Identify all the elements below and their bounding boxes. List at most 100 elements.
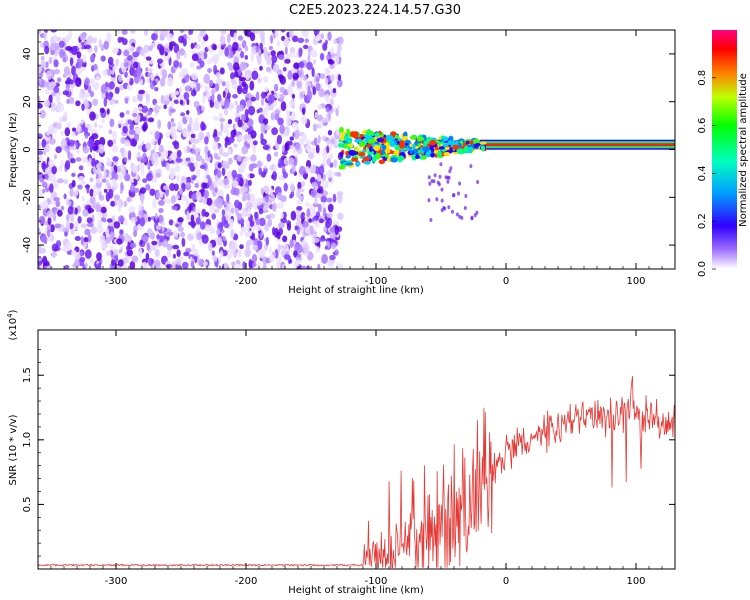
noise-cell (274, 30, 279, 38)
noise-cell (132, 51, 140, 58)
noise-cell (179, 188, 184, 196)
noise-cell (263, 185, 270, 194)
noise-cell (84, 228, 91, 236)
noise-cell (162, 30, 169, 36)
noise-cell (122, 125, 128, 134)
noise-cell (126, 55, 133, 61)
noise-cell (260, 171, 267, 178)
noise-cell (252, 140, 258, 146)
noise-cell (194, 147, 201, 153)
noise-cell (46, 265, 54, 269)
noise-cell (253, 202, 258, 210)
noise-cell (186, 146, 191, 153)
noise-cell (127, 235, 132, 243)
noise-cell (177, 226, 184, 232)
signal-tail (476, 180, 480, 184)
noise-cell (258, 249, 266, 259)
signal-tail (440, 187, 444, 192)
noise-cell (242, 261, 246, 269)
bottom-x-tick-label: 0 (503, 576, 509, 587)
noise-cell (281, 144, 285, 153)
noise-cell (157, 119, 162, 129)
noise-cell (272, 171, 277, 181)
bottom-x-axis-label: Height of straight line (km) (288, 585, 424, 596)
noise-cell (142, 125, 147, 132)
noise-cell (51, 165, 57, 175)
noise-cell (71, 45, 78, 56)
noise-cell (133, 230, 138, 238)
noise-cell (268, 94, 275, 104)
noise-cell (309, 165, 315, 174)
noise-cell (67, 79, 74, 85)
noise-cell (89, 177, 94, 182)
noise-cell (282, 67, 287, 72)
noise-cell (286, 110, 291, 116)
noise-cell (231, 169, 237, 179)
noise-cell (280, 30, 286, 33)
bottom-y-tick-label: 0.5 (22, 496, 33, 512)
noise-cell (232, 180, 239, 188)
noise-cell (169, 43, 173, 51)
noise-cell (176, 173, 180, 184)
noise-cell (225, 80, 230, 90)
noise-cell (65, 160, 71, 170)
noise-cell (213, 208, 220, 213)
noise-cell (228, 157, 233, 165)
noise-cell (201, 208, 207, 217)
noise-cell (246, 173, 250, 179)
noise-cell (257, 160, 262, 169)
signal-blob (443, 152, 451, 156)
noise-cell (299, 225, 304, 234)
noise-cell (201, 182, 207, 189)
noise-cell (260, 187, 265, 196)
noise-cell (222, 236, 227, 242)
noise-cell (78, 175, 85, 182)
colorbar: 0.0 0.2 0.4 0.6 0.8 Normalized spectral ampl… (697, 30, 749, 277)
noise-cell (118, 249, 122, 254)
noise-cell (131, 164, 139, 174)
noise-cell (259, 65, 263, 71)
noise-cell (264, 125, 271, 131)
noise-cell (126, 249, 133, 257)
noise-cell (169, 183, 176, 191)
noise-cell (223, 184, 231, 189)
noise-cell (277, 256, 282, 264)
noise-cell (326, 197, 333, 203)
bottom-x-tick-label: 100 (626, 576, 645, 587)
noise-cell (168, 219, 174, 226)
noise-cell (270, 35, 274, 44)
noise-cell (329, 152, 333, 160)
noise-cell (216, 170, 222, 179)
noise-cell (333, 38, 338, 45)
noise-cell (287, 84, 293, 95)
noise-cell (327, 84, 331, 91)
noise-cell (170, 108, 176, 113)
noise-cell (180, 175, 187, 184)
noise-cell (138, 210, 144, 219)
noise-cell (301, 133, 308, 142)
noise-cell (330, 74, 335, 82)
noise-cell (52, 212, 57, 222)
noise-cell (89, 196, 96, 204)
noise-cell (75, 100, 81, 107)
signal-blob (434, 149, 439, 154)
noise-cell (221, 81, 226, 87)
noise-cell (226, 193, 230, 203)
noise-cell (80, 223, 88, 229)
noise-cell (338, 263, 344, 269)
noise-cell (183, 92, 190, 100)
noise-cell (298, 195, 304, 202)
noise-cell (88, 157, 92, 163)
noise-cell (43, 31, 47, 40)
noise-cell (199, 164, 206, 169)
noise-cell (151, 137, 155, 146)
noise-cell (212, 116, 219, 121)
noise-cell (316, 188, 322, 194)
noise-cell (240, 50, 245, 59)
noise-cell (211, 92, 215, 103)
noise-cell (322, 207, 327, 217)
noise-cell (221, 209, 226, 217)
signal-blob (437, 150, 442, 158)
top-x-tick-label: 100 (626, 276, 645, 287)
noise-cell (149, 130, 154, 135)
